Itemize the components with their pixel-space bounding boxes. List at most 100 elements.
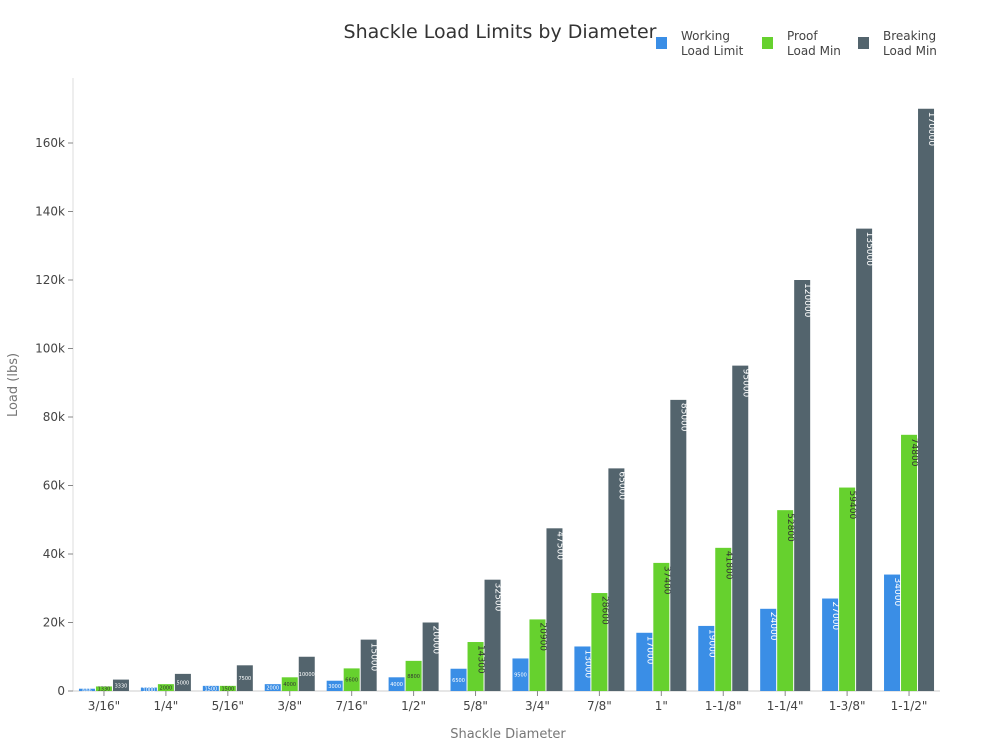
data-label: 2000 — [266, 686, 279, 692]
x-tick-label: 1-1/8" — [705, 699, 742, 713]
data-label: 41800 — [723, 551, 733, 580]
x-tick-label: 1-1/4" — [767, 699, 804, 713]
bar — [360, 639, 377, 691]
data-label: 5000 — [177, 680, 190, 686]
bar — [202, 685, 219, 691]
data-label: 7500 — [238, 676, 251, 682]
data-label: 14300 — [476, 645, 486, 674]
y-axis-label: Load (lbs) — [6, 353, 21, 417]
bar — [422, 622, 439, 691]
x-axis-label: Shackle Diameter — [450, 727, 566, 742]
bar — [157, 684, 174, 691]
legend-label: Load Min — [787, 44, 841, 58]
data-label: 2000 — [160, 686, 173, 692]
bar — [484, 579, 501, 691]
legend-swatch — [656, 37, 667, 49]
data-label: 52800 — [785, 513, 795, 542]
data-label: 27000 — [830, 602, 840, 631]
data-label: 4000 — [390, 682, 403, 688]
x-tick-label: 1-3/8" — [829, 699, 866, 713]
x-tick-label: 1/4" — [153, 699, 178, 713]
y-tick-label: 0 — [57, 684, 65, 698]
data-label: 32500 — [493, 583, 503, 612]
y-tick-label: 140k — [35, 205, 65, 219]
bar — [281, 677, 298, 691]
data-label: 1500 — [204, 686, 217, 692]
y-tick-label: 40k — [43, 547, 65, 561]
data-label: 65000 — [616, 471, 626, 500]
bar — [546, 528, 563, 691]
x-tick-label: 3/16" — [88, 699, 120, 713]
bar — [777, 510, 794, 691]
bar — [78, 688, 95, 691]
data-label: 1500 — [221, 686, 234, 692]
bar — [732, 365, 749, 691]
data-label: 9500 — [514, 673, 527, 679]
data-label: 1330 — [98, 687, 111, 693]
data-label: 59400 — [847, 491, 857, 520]
legend-label: Proof — [787, 29, 818, 43]
legend-label: Breaking — [883, 29, 936, 43]
x-tick-label: 1" — [655, 699, 668, 713]
bar — [236, 665, 253, 691]
bar — [918, 108, 935, 691]
bar — [670, 399, 687, 691]
bar — [794, 280, 811, 691]
bar — [298, 656, 315, 691]
data-label: 6500 — [452, 678, 465, 684]
data-label: 95000 — [740, 369, 750, 398]
bar — [591, 593, 608, 691]
bar — [653, 562, 670, 691]
bar — [450, 668, 467, 691]
bar — [529, 619, 546, 691]
x-tick-label: 7/8" — [587, 699, 612, 713]
data-label: 1000 — [143, 687, 156, 693]
y-tick-label: 160k — [35, 136, 65, 150]
data-label: 4000 — [283, 682, 296, 688]
data-label: 6600 — [345, 678, 358, 684]
data-label: 74800 — [909, 438, 919, 467]
data-label: 666 — [82, 688, 92, 694]
bar — [574, 646, 591, 691]
bar — [856, 228, 873, 691]
bar — [405, 660, 422, 691]
bar — [174, 673, 191, 691]
data-label: 10000 — [299, 672, 315, 678]
data-label: 37400 — [661, 566, 671, 595]
x-tick-label: 5/16" — [212, 699, 244, 713]
bar — [343, 668, 360, 691]
x-tick-label: 3/4" — [525, 699, 550, 713]
data-label: 13000 — [582, 649, 592, 678]
bar — [95, 686, 112, 691]
data-label: 135000 — [864, 232, 874, 267]
bar — [140, 687, 157, 691]
y-tick-label: 80k — [43, 410, 65, 424]
y-tick-label: 120k — [35, 273, 65, 287]
bar — [636, 632, 653, 691]
x-tick-label: 3/8" — [277, 699, 302, 713]
data-label: 20000 — [431, 626, 441, 655]
bar — [326, 680, 343, 691]
data-label: 170000 — [926, 112, 936, 147]
data-label: 85000 — [678, 403, 688, 432]
bar — [760, 608, 777, 691]
legend-label: Load Min — [883, 44, 937, 58]
legend-swatch — [858, 37, 869, 49]
chart-title: Shackle Load Limits by Diameter — [344, 21, 657, 43]
legend-label: Working — [681, 29, 730, 43]
y-tick-label: 20k — [43, 616, 65, 630]
data-label: 47500 — [554, 531, 564, 560]
data-label: 3000 — [328, 684, 341, 690]
data-label: 19000 — [706, 629, 716, 658]
bar — [839, 487, 856, 691]
bar — [715, 547, 732, 691]
data-label: 15000 — [369, 643, 379, 672]
data-label: 34000 — [892, 578, 902, 607]
bar — [112, 679, 129, 691]
x-tick-label: 1-1/2" — [891, 699, 928, 713]
data-label: 8800 — [407, 674, 420, 680]
bar — [388, 677, 405, 691]
legend-swatch — [762, 37, 773, 49]
bar — [264, 684, 281, 691]
